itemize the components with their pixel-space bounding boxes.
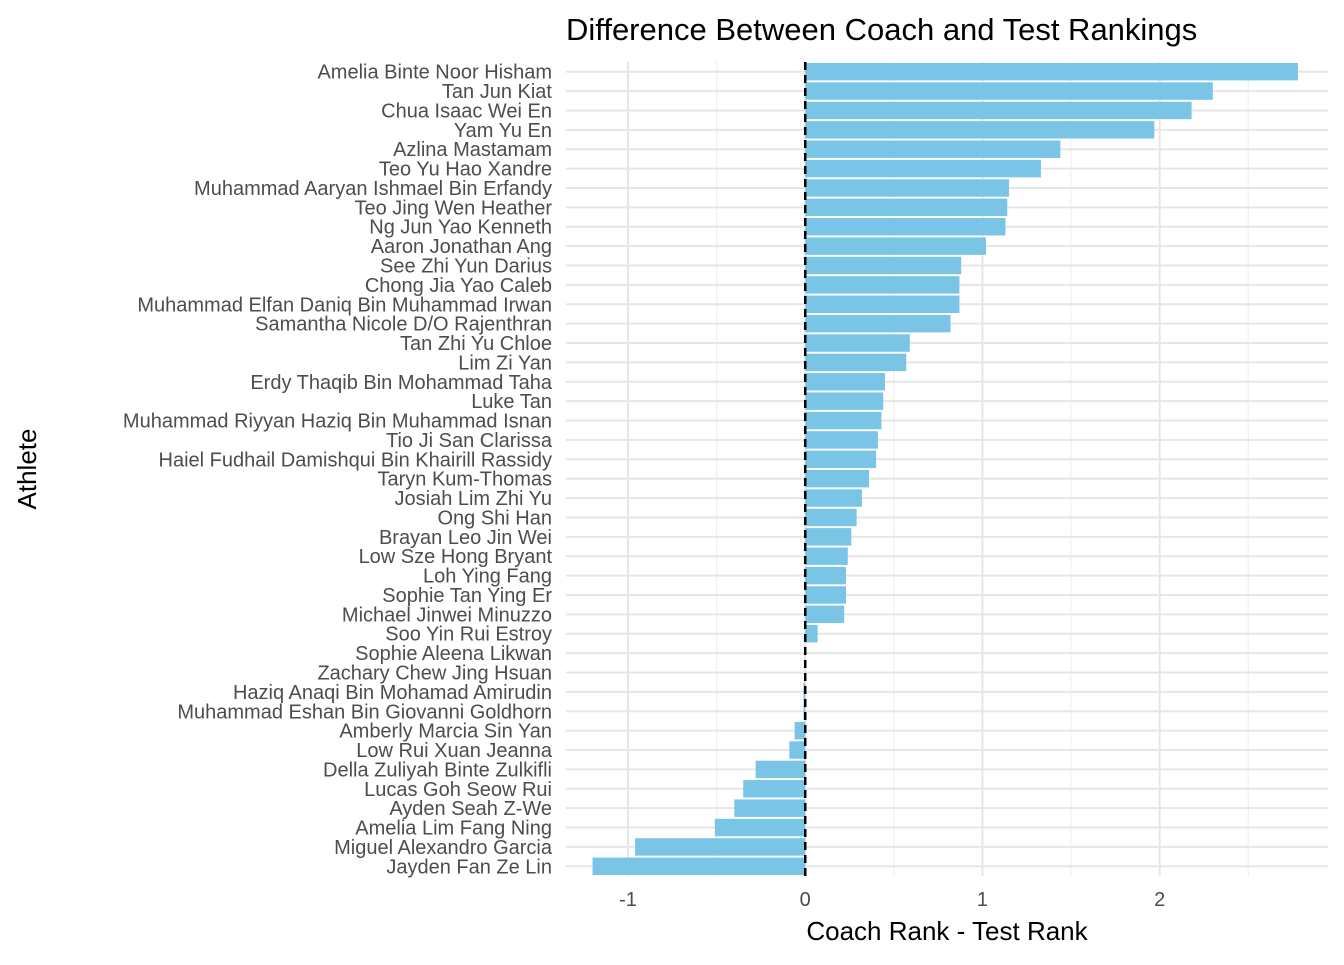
x-tick-labels: -1 0 1 2: [619, 889, 1165, 911]
bar: [592, 857, 806, 876]
y-axis-title: Athlete: [12, 429, 42, 510]
y-tick-label: Erdy Thaqib Bin Mohammad Taha: [250, 372, 553, 394]
y-tick-label: Lucas Goh Seow Rui: [364, 779, 552, 801]
y-tick-label: Zachary Chew Jing Hsuan: [317, 663, 552, 685]
bar: [805, 334, 910, 352]
bar: [805, 469, 870, 488]
y-tick-label: Yam Yu En: [454, 120, 552, 142]
bar: [805, 411, 882, 430]
y-tick-label: Teo Jing Wen Heather: [354, 197, 552, 219]
bar: [805, 82, 1213, 100]
y-tick-label: Low Sze Hong Bryant: [359, 546, 553, 568]
y-tick-label: Muhammad Eshan Bin Giovanni Goldhorn: [177, 701, 552, 723]
bar: [805, 586, 846, 604]
bar: [635, 838, 806, 856]
bar: [805, 625, 818, 643]
y-tick-label: Aaron Jonathan Ang: [371, 236, 552, 258]
bar: [805, 121, 1155, 139]
y-tick-label: Amelia Binte Noor Hisham: [317, 62, 552, 84]
y-tick-label: Amelia Lim Fang Ning: [355, 818, 552, 840]
y-tick-label: Low Rui Xuan Jeanna: [356, 740, 553, 762]
y-tick-label: See Zhi Yun Darius: [380, 256, 552, 278]
bar: [805, 237, 986, 255]
bar: [743, 780, 806, 798]
y-tick-label: Teo Yu Hao Xandre: [379, 159, 552, 181]
bar: [714, 818, 806, 837]
y-tick-label: Tio Ji San Clarissa: [386, 430, 553, 452]
bar: [805, 547, 848, 565]
bar: [805, 314, 951, 333]
y-tick-label: Soo Yin Rui Estroy: [385, 624, 552, 646]
y-tick-label: Michael Jinwei Minuzzo: [342, 604, 552, 626]
y-tick-label: Miguel Alexandro Garcia: [334, 837, 553, 859]
y-tick-label: Sophie Aleena Likwan: [355, 643, 552, 665]
bar: [805, 508, 857, 527]
bar: [805, 276, 960, 294]
bar: [805, 353, 907, 372]
x-tick-label: -1: [619, 889, 637, 911]
y-tick-label: Haziq Anaqi Bin Mohamad Amirudin: [233, 682, 552, 704]
bar: [805, 140, 1061, 158]
bar: [805, 179, 1010, 197]
y-tick-label: Samantha Nicole D/O Rajenthran: [255, 314, 552, 336]
bar: [789, 741, 806, 759]
y-tick-label: Luke Tan: [471, 391, 552, 413]
y-tick-label: Muhammad Elfan Daniq Bin Muhammad Irwan: [137, 294, 552, 316]
x-axis-title: Coach Rank - Test Rank: [806, 916, 1088, 946]
y-tick-label: Chong Jia Yao Caleb: [365, 275, 552, 297]
y-tick-label: Ng Jun Yao Kenneth: [369, 217, 552, 239]
bar: [805, 528, 852, 546]
bar: [805, 295, 960, 313]
bar: [805, 256, 962, 275]
y-tick-label: Muhammad Aaryan Ishmael Bin Erfandy: [194, 178, 552, 200]
y-tick-label: Muhammad Riyyan Haziq Bin Muhammad Isnan: [123, 411, 552, 433]
y-tick-label: Tan Zhi Yu Chloe: [400, 333, 552, 355]
bar: [805, 198, 1008, 217]
x-tick-label: 2: [1154, 889, 1165, 911]
y-tick-label: Brayan Leo Jin Wei: [379, 527, 552, 549]
y-tick-label: Josiah Lim Zhi Yu: [395, 488, 553, 510]
bar: [734, 799, 806, 817]
x-tick-label: 0: [800, 889, 811, 911]
y-tick-label: Taryn Kum-Thomas: [378, 469, 553, 491]
bar: [805, 373, 885, 391]
y-tick-label: Loh Ying Fang: [423, 566, 552, 588]
y-tick-label: Ayden Seah Z-We: [389, 798, 552, 820]
y-tick-label: Azlina Mastamam: [393, 139, 552, 161]
bar: [805, 159, 1041, 178]
bar: [794, 721, 806, 740]
bar: [805, 566, 846, 585]
bar: [805, 431, 878, 449]
bar: [805, 101, 1192, 120]
bar: [755, 760, 806, 779]
bar: [805, 392, 884, 410]
y-tick-label: Sophie Tan Ying Er: [382, 585, 552, 607]
y-tick-label: Lim Zi Yan: [458, 352, 552, 374]
y-tick-label: Chua Isaac Wei En: [381, 100, 552, 122]
y-tick-label: Amberly Marcia Sin Yan: [339, 721, 552, 743]
y-tick-label: Della Zuliyah Binte Zulkifli: [323, 759, 552, 781]
bar: [805, 218, 1006, 236]
x-tick-label: 1: [977, 889, 988, 911]
bar: [805, 62, 1298, 81]
y-tick-label: Tan Jun Kiat: [442, 81, 553, 103]
y-tick-label: Haiel Fudhail Damishqui Bin Khairill Ras…: [159, 449, 553, 471]
bar: [805, 450, 877, 469]
y-tick-label: Jayden Fan Ze Lin: [386, 856, 552, 878]
chart-title: Difference Between Coach and Test Rankin…: [566, 12, 1197, 47]
bars: [592, 62, 1298, 876]
bar: [805, 605, 845, 624]
bar: [805, 489, 862, 507]
bar: [803, 702, 806, 720]
y-tick-label: Ong Shi Han: [437, 507, 552, 529]
